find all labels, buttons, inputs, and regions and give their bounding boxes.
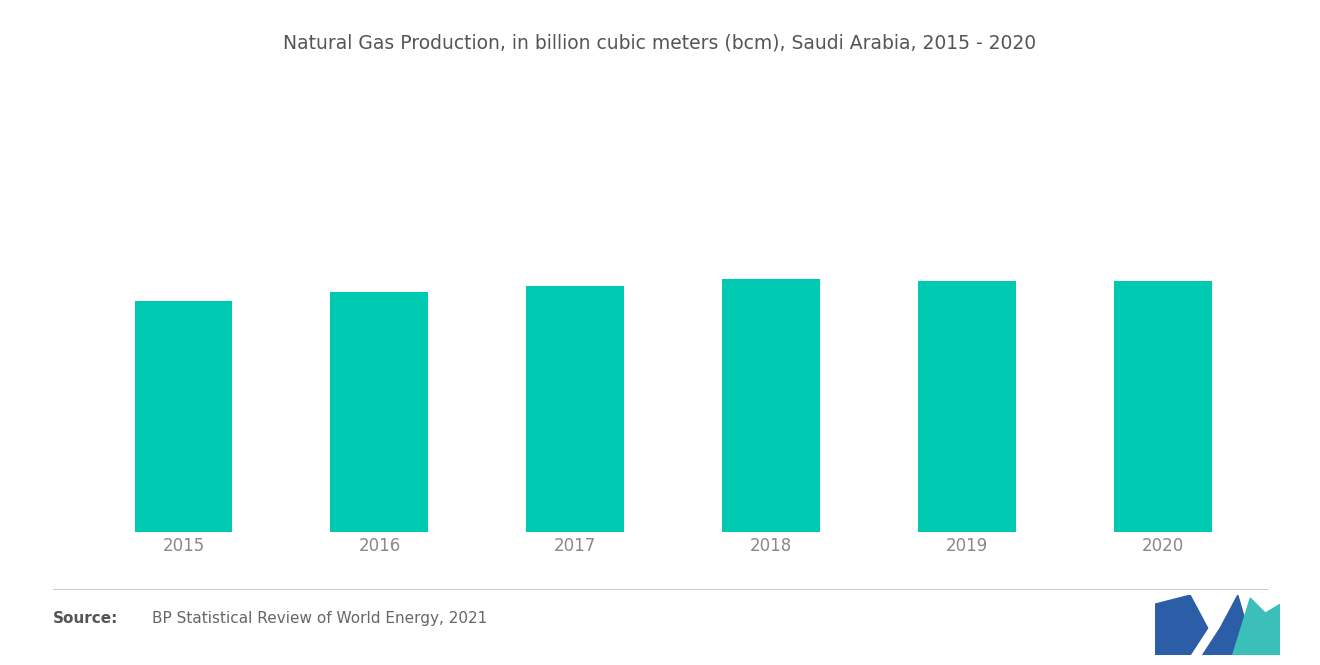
Bar [135, 301, 232, 532]
Bar [917, 281, 1016, 532]
Polygon shape [1233, 598, 1280, 655]
Bar [722, 279, 820, 532]
Text: Source:: Source: [53, 611, 119, 626]
Bar [1114, 281, 1212, 532]
Bar [527, 285, 624, 532]
Polygon shape [1203, 595, 1255, 655]
Polygon shape [1155, 595, 1208, 655]
Text: Natural Gas Production, in billion cubic meters (bcm), Saudi Arabia, 2015 - 2020: Natural Gas Production, in billion cubic… [284, 33, 1036, 53]
Text: BP Statistical Review of World Energy, 2021: BP Statistical Review of World Energy, 2… [152, 611, 487, 626]
Bar [330, 293, 429, 532]
